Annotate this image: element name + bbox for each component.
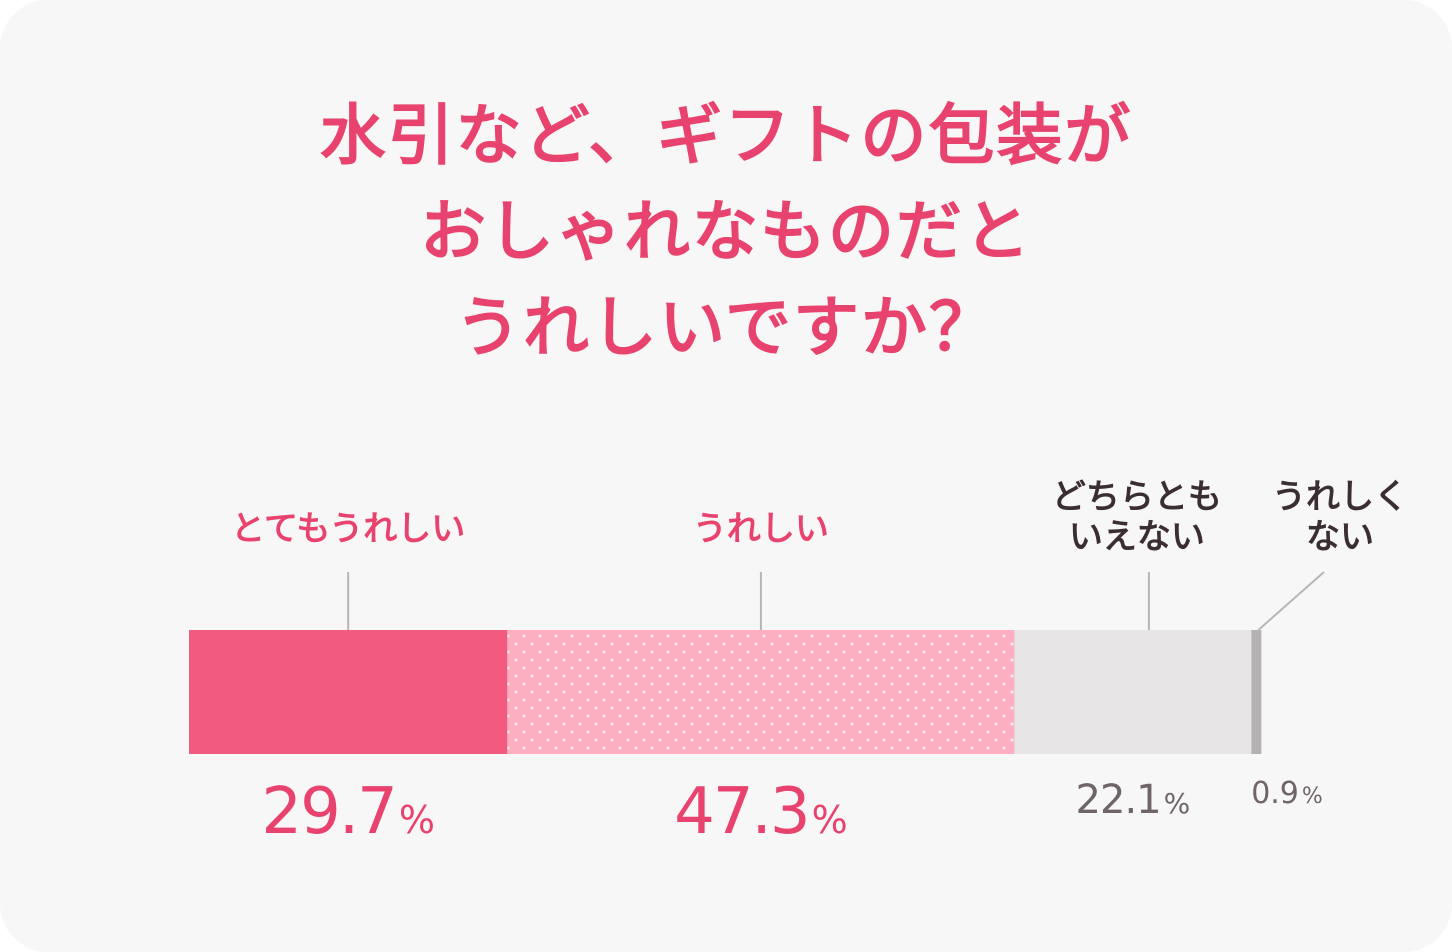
- category-label-1: とてもうれしい: [231, 509, 465, 549]
- category-label-2: うれしい: [693, 509, 829, 549]
- leader-lines: [347, 571, 1325, 631]
- category-label-3: どちらともいえない: [1052, 477, 1222, 557]
- bar-very-happy: [189, 630, 508, 754]
- category-label-4: うれしくない: [1272, 477, 1408, 557]
- bar-segments: [189, 630, 1262, 754]
- value-label-4: 0.9%: [1251, 776, 1323, 811]
- title-line-2: おしゃれなものだと: [420, 193, 1032, 270]
- title-line-3: うれしいですか？: [454, 289, 998, 366]
- bar-neutral: [1014, 630, 1252, 754]
- chart-title: 水引など、ギフトの包装が おしゃれなものだと うれしいですか？: [0, 88, 1452, 376]
- bar-happy: [507, 630, 1015, 754]
- title-line-1: 水引など、ギフトの包装が: [319, 97, 1133, 174]
- value-label-3: 22.1%: [1076, 777, 1191, 823]
- leader-line-4: [1257, 571, 1325, 631]
- value-label-2: 47.3%: [674, 775, 848, 849]
- value-labels: 29.7% 47.3% 22.1% 0.9%: [261, 775, 1322, 849]
- value-label-1: 29.7%: [261, 775, 435, 849]
- bar-not-happy: [1251, 630, 1262, 754]
